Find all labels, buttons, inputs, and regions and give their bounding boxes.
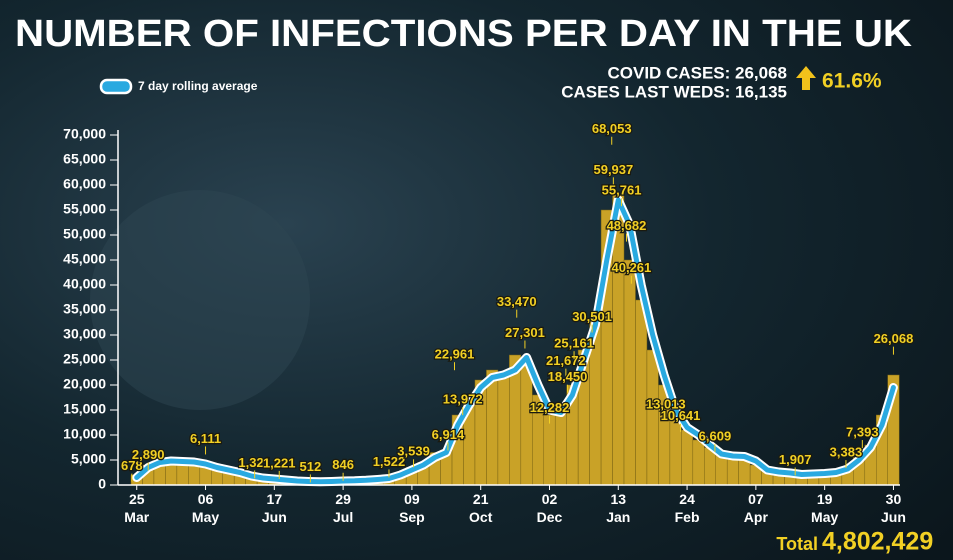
x-tick-label: 25 Mar	[124, 491, 149, 525]
x-tick-label: 19 May	[811, 491, 838, 525]
stat-last-weds: CASES LAST WEDS: 16,135	[561, 82, 787, 101]
x-tick-label: 24 Feb	[675, 491, 700, 525]
annotation-label: 13,013	[646, 396, 686, 411]
annotation-label: 10,641	[661, 408, 701, 423]
y-tick-label: 30,000	[63, 326, 106, 342]
bar	[681, 429, 694, 486]
y-tick-label: 20,000	[63, 376, 106, 392]
annotation-label: 6,609	[699, 428, 732, 443]
x-tick-label: 21 Oct	[469, 491, 493, 525]
legend-label: 7 day rolling average	[138, 79, 258, 93]
annotation-label: 7,393	[846, 424, 879, 439]
annotation-label: 3,383	[830, 445, 863, 460]
x-tick-label: 06 May	[192, 491, 219, 525]
y-tick-label: 40,000	[63, 276, 106, 292]
y-tick-label: 10,000	[63, 426, 106, 442]
annotation-label: 1,907	[779, 452, 812, 467]
y-tick-label: 25,000	[63, 351, 106, 367]
annotation-label: 40,261	[612, 260, 652, 275]
bar	[497, 374, 510, 486]
annotation-label: 48,682	[607, 218, 647, 233]
y-tick-label: 50,000	[63, 226, 106, 242]
annotation-label: 1,221	[263, 455, 296, 470]
annotation-label: 678	[121, 458, 143, 473]
annotation-label: 18,450	[548, 369, 588, 384]
annotation-label: 27,301	[505, 325, 545, 340]
x-tick-label: 17 Jun	[262, 491, 287, 525]
annotation-label: 1,321	[238, 455, 271, 470]
annotation-label: 12,282	[530, 400, 570, 415]
annotation-label: 25,161	[554, 336, 594, 351]
annotation-label: 3,539	[397, 444, 430, 459]
virus-decoration	[90, 190, 310, 410]
bar	[692, 439, 705, 486]
chart-title: NUMBER OF INFECTIONS PER DAY IN THE UK	[15, 13, 913, 55]
y-tick-label: 35,000	[63, 301, 106, 317]
y-tick-label: 60,000	[63, 176, 106, 192]
x-tick-label: 07 Apr	[744, 491, 769, 525]
legend-swatch	[99, 78, 133, 95]
x-tick-label: 02 Dec	[537, 491, 563, 525]
annotation-label: 22,961	[435, 347, 475, 362]
annotation-label: 55,761	[602, 183, 642, 198]
bar	[486, 369, 499, 486]
y-tick-label: 15,000	[63, 401, 106, 417]
y-tick-label: 45,000	[63, 251, 106, 267]
stat-cases: COVID CASES: 26,068	[607, 63, 787, 82]
bar	[520, 364, 533, 486]
bar	[646, 349, 659, 486]
bar	[623, 259, 636, 486]
annotation-label: 21,672	[546, 353, 586, 368]
up-arrow	[796, 66, 816, 90]
bar	[635, 299, 648, 486]
annotation-label: 846	[332, 457, 354, 472]
annotation-label: 13,972	[443, 392, 483, 407]
y-tick-label: 70,000	[63, 126, 106, 142]
bar	[543, 414, 556, 486]
y-tick-label: 55,000	[63, 201, 106, 217]
annotation-label: 512	[300, 459, 322, 474]
annotation-label: 6,111	[190, 431, 221, 446]
y-tick-label: 0	[98, 476, 106, 492]
bar	[726, 457, 739, 486]
x-tick-label: 13 Jan	[606, 491, 630, 525]
y-tick-label: 5,000	[71, 451, 106, 467]
x-tick-label: 09 Sep	[399, 491, 425, 525]
annotation-label: 6,914	[432, 427, 465, 442]
annotation-label: 30,501	[572, 309, 612, 324]
annotation-label: 2,890	[132, 447, 165, 462]
total-value: 4,802,429	[822, 528, 933, 556]
annotation-label: 59,937	[593, 162, 633, 177]
bar	[669, 419, 682, 486]
x-tick-label: 29 Jul	[333, 491, 353, 525]
y-tick-label: 65,000	[63, 151, 106, 167]
bar	[715, 454, 728, 486]
x-tick-label: 30 Jun	[881, 491, 906, 525]
bar	[554, 409, 567, 486]
annotation-label: 33,470	[497, 294, 537, 309]
rolling-average-line	[134, 197, 896, 485]
annotation-label: 26,068	[874, 331, 914, 346]
total-label: Total	[776, 534, 818, 554]
stat-change: 61.6%	[822, 70, 882, 93]
annotation-label: 68,053	[592, 121, 632, 136]
annotation-label: 1,522	[373, 454, 406, 469]
